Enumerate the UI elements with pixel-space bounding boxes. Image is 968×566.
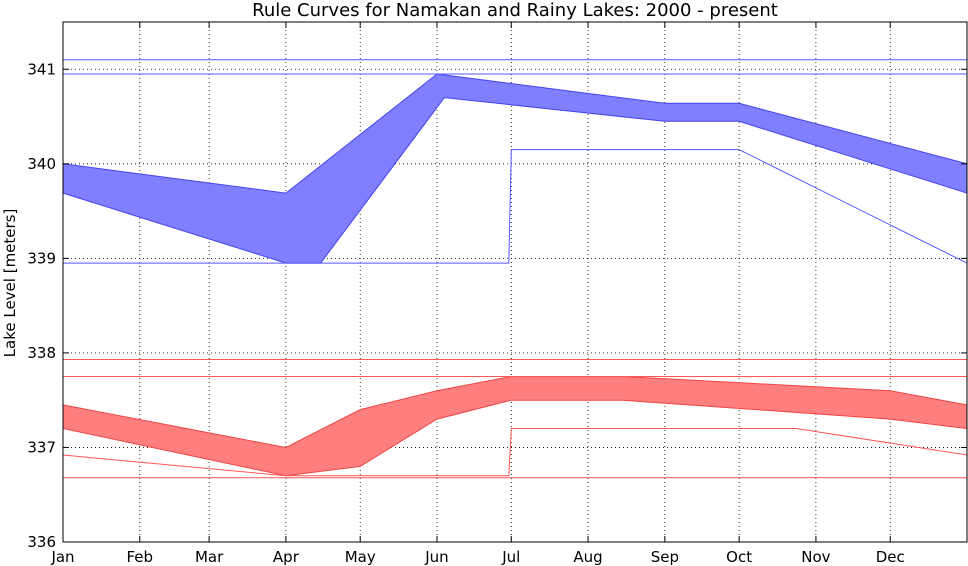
- y-tick-label: 336: [27, 533, 56, 551]
- y-axis-label: Lake Level [meters]: [1, 209, 19, 358]
- rule-lines: [62, 59, 968, 479]
- x-tick-label: Nov: [801, 548, 830, 566]
- chart-title: Rule Curves for Namakan and Rainy Lakes:…: [252, 0, 778, 21]
- x-tick-label: Jun: [424, 548, 448, 566]
- y-axis-ticks: 336 337 338 339 340 341: [27, 60, 967, 551]
- band-namakan: [62, 73, 968, 264]
- x-axis-ticks: Jan Feb Mar Apr May Jun Jul Aug Sep Oct Nov Dec: [50, 22, 905, 566]
- y-tick-label: 341: [27, 60, 56, 78]
- grid: [63, 22, 967, 542]
- x-tick-label: Oct: [726, 548, 752, 566]
- y-tick-label: 339: [27, 249, 56, 267]
- x-tick-label: Aug: [573, 548, 602, 566]
- y-tick-label: 340: [27, 155, 56, 173]
- plot-frame: [62, 21, 968, 543]
- x-tick-label: Apr: [273, 548, 300, 566]
- rule-line-namakan: [63, 149, 968, 264]
- rule-line-rainy: [62, 428, 968, 477]
- x-tick-label: May: [345, 548, 376, 566]
- y-tick-label: 338: [27, 344, 56, 362]
- band-rainy: [62, 376, 968, 477]
- x-tick-label: Feb: [126, 548, 153, 566]
- bands: [62, 73, 968, 477]
- x-tick-label: Mar: [195, 548, 224, 566]
- x-tick-label: Jan: [50, 548, 74, 566]
- x-tick-label: Jul: [501, 548, 520, 566]
- x-tick-label: Sep: [651, 548, 679, 566]
- x-tick-label: Dec: [876, 548, 905, 566]
- y-tick-label: 337: [27, 438, 56, 456]
